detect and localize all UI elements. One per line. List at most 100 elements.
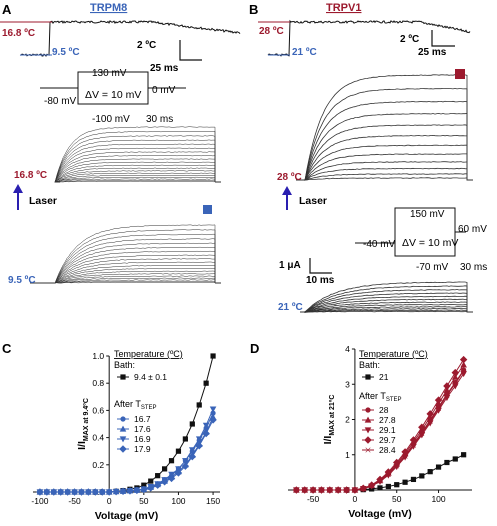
x-tick-label: 100 [431, 494, 445, 504]
current-trace [54, 158, 221, 183]
panel-a-temperature-trace [19, 20, 241, 57]
data-point [119, 445, 127, 453]
current-trace [30, 250, 221, 284]
data-point [195, 442, 203, 450]
data-point [419, 473, 425, 479]
data-point [327, 487, 333, 493]
data-point [364, 427, 372, 434]
y-axis-label-main: I/I [76, 441, 88, 450]
panel-b-protocol-right: 60 mV [458, 224, 487, 235]
data-point [443, 386, 451, 393]
current-trace [300, 285, 473, 314]
current-trace [54, 180, 221, 183]
data-point [409, 436, 418, 444]
current-trace [300, 306, 473, 313]
y-tick-label: 1.0 [92, 351, 104, 361]
panel-a-scale-temp: 2 ºC [137, 40, 156, 51]
panel-a-protocol-right: 0 mV [152, 85, 176, 96]
panel-d-legend: Temperature (ºC) Bath: After TSTEP 21282… [359, 349, 428, 455]
current-trace [54, 167, 221, 183]
panel-b-letter: B [249, 2, 258, 17]
current-trace [30, 280, 221, 284]
y-tick-label: 2 [345, 415, 350, 425]
data-point [427, 469, 433, 475]
data-point [120, 416, 126, 422]
current-trace [30, 246, 221, 285]
panel-b-current-family-hi [296, 74, 473, 181]
data-point [174, 469, 183, 477]
data-point [419, 431, 425, 437]
data-point [377, 485, 383, 491]
panel-b-trace1-temp: 28 ºC [277, 172, 302, 183]
data-point [364, 436, 372, 444]
current-trace [30, 258, 221, 284]
current-trace [54, 126, 221, 183]
data-point [168, 471, 175, 478]
data-point [43, 488, 51, 496]
panel-d-legend-bath-label: Bath: [359, 360, 380, 370]
data-point [84, 488, 93, 496]
x-tick-label: 50 [392, 494, 402, 504]
panel-a-protocol-left: -80 mV [44, 96, 77, 107]
data-point [155, 473, 161, 479]
y-tick-label: 0.2 [92, 460, 104, 470]
current-trace [30, 238, 221, 284]
data-point [310, 487, 316, 493]
current-trace [300, 298, 473, 313]
panel-b-scale-temp: 2 ºC [400, 34, 419, 45]
data-point [369, 483, 375, 489]
current-trace [300, 292, 473, 313]
panel-a-protocol-time: 30 ms [146, 114, 173, 125]
y-tick-label: 4 [345, 344, 350, 354]
current-trace [30, 279, 221, 284]
panel-b-protocol-box [394, 207, 456, 257]
panel-a-laser-arrowhead [13, 184, 23, 193]
data-point [196, 402, 202, 408]
panel-b-protocol-time: 30 ms [460, 262, 487, 273]
current-trace [296, 144, 473, 181]
data-point [452, 381, 458, 387]
current-trace [296, 134, 473, 181]
y-tick-label: 3 [345, 379, 350, 389]
panel-a-temp-hi-label: 16.8 ºC [2, 28, 35, 39]
data-point [182, 436, 188, 442]
legend-label: 29.7 [379, 435, 396, 445]
data-point [352, 487, 358, 493]
current-trace [296, 153, 473, 181]
data-point [189, 421, 195, 427]
current-trace [30, 254, 221, 285]
current-trace [30, 261, 221, 284]
current-trace [296, 74, 473, 181]
panel-b-scale-bar [431, 30, 455, 47]
current-trace [54, 178, 221, 183]
panel-a-current-family-hi [54, 126, 221, 184]
data-point [461, 452, 467, 458]
current-trace [30, 275, 221, 284]
x-axis-label: Voltage (mV) [95, 510, 158, 522]
data-point [120, 374, 126, 380]
legend-label: 21 [379, 372, 389, 382]
data-point [435, 464, 442, 470]
data-point [452, 456, 458, 462]
current-trace [54, 151, 221, 183]
panel-d-legend-heading: Temperature (ºC) [359, 349, 428, 359]
data-point [451, 373, 459, 380]
data-point [401, 448, 409, 456]
data-point [364, 416, 372, 423]
data-point [50, 488, 58, 496]
panel-a-protocol-bottom: -100 mV [92, 114, 130, 125]
data-point [385, 471, 391, 478]
legend-label: 9.4 ± 0.1 [134, 372, 167, 382]
data-point [119, 487, 127, 496]
data-point [98, 488, 106, 496]
panel-d-after-main: After T [359, 391, 386, 401]
data-point [461, 368, 467, 374]
current-trace [300, 308, 473, 313]
panel-c-legend-heading: Temperature (ºC) [114, 349, 183, 359]
panel-b-temp-hi-label: 28 ºC [259, 26, 284, 37]
panel-a-letter: A [2, 2, 12, 17]
current-trace [300, 288, 473, 313]
data-point [148, 478, 154, 484]
x-tick-label: 0 [353, 494, 358, 504]
panel-b-current-scale-bar [309, 258, 332, 274]
